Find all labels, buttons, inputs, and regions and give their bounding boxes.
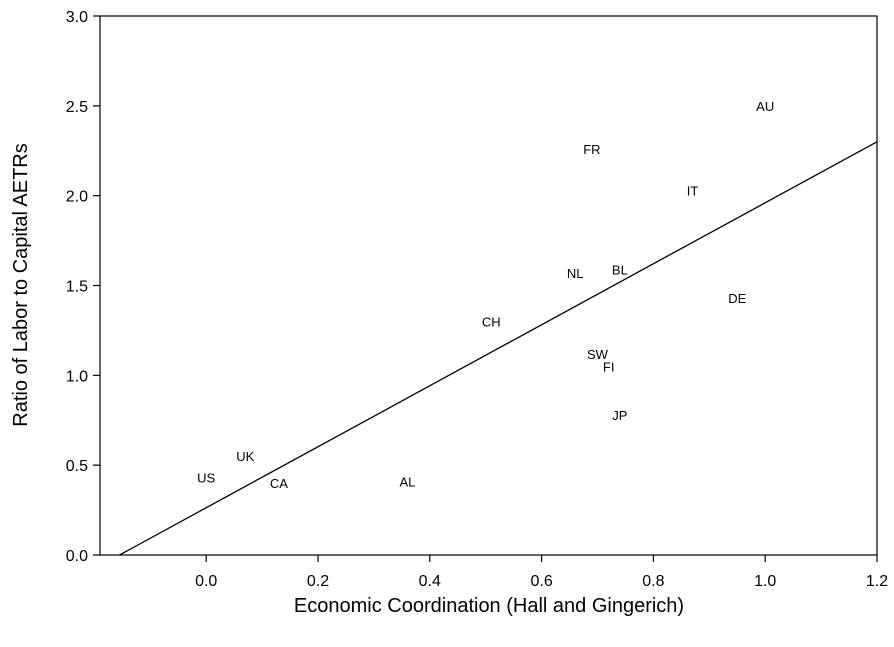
plot-frame-group — [99, 15, 878, 556]
y-tick-label: 2.0 — [66, 189, 88, 206]
fit-line — [119, 141, 878, 556]
point-label-sw: SW — [587, 347, 609, 362]
point-label-al: AL — [399, 474, 415, 489]
point-label-de: DE — [728, 291, 746, 306]
point-label-ca: CA — [270, 476, 288, 491]
x-tick-label: 0.0 — [195, 573, 217, 590]
point-label-bl: BL — [612, 262, 628, 277]
point-label-us: US — [197, 471, 215, 486]
point-label-fr: FR — [583, 142, 600, 157]
fit-line-group — [119, 141, 878, 556]
x-tick-label: 1.0 — [754, 573, 776, 590]
x-tick-label: 0.2 — [307, 573, 329, 590]
y-tick-label: 1.5 — [66, 279, 88, 296]
point-label-jp: JP — [612, 408, 627, 423]
point-label-ch: CH — [482, 314, 501, 329]
x-tick-label: 0.8 — [642, 573, 664, 590]
y-tick-label: 0.0 — [66, 548, 88, 565]
y-axis-title: Ratio of Labor to Capital AETRs — [10, 143, 32, 426]
y-tick-label: 1.0 — [66, 368, 88, 385]
point-label-au: AU — [756, 99, 774, 114]
x-tick-label: 1.2 — [866, 573, 888, 590]
point-label-fi: FI — [603, 359, 615, 374]
x-axis-ticks: 0.0 0.2 0.4 0.6 0.8 1.0 1.2 — [195, 555, 888, 590]
plot-frame — [99, 15, 878, 556]
y-tick-label: 2.5 — [66, 99, 88, 116]
y-axis-ticks: 0.0 0.5 1.0 1.5 2.0 2.5 3.0 — [66, 9, 100, 565]
x-axis-title: Economic Coordination (Hall and Gingeric… — [294, 595, 684, 617]
point-label-it: IT — [687, 183, 699, 198]
x-tick-label: 0.6 — [530, 573, 552, 590]
point-label-nl: NL — [567, 266, 584, 281]
y-tick-label: 0.5 — [66, 458, 88, 475]
x-tick-label: 0.4 — [419, 573, 441, 590]
point-label-uk: UK — [236, 449, 254, 464]
y-tick-label: 3.0 — [66, 9, 88, 26]
